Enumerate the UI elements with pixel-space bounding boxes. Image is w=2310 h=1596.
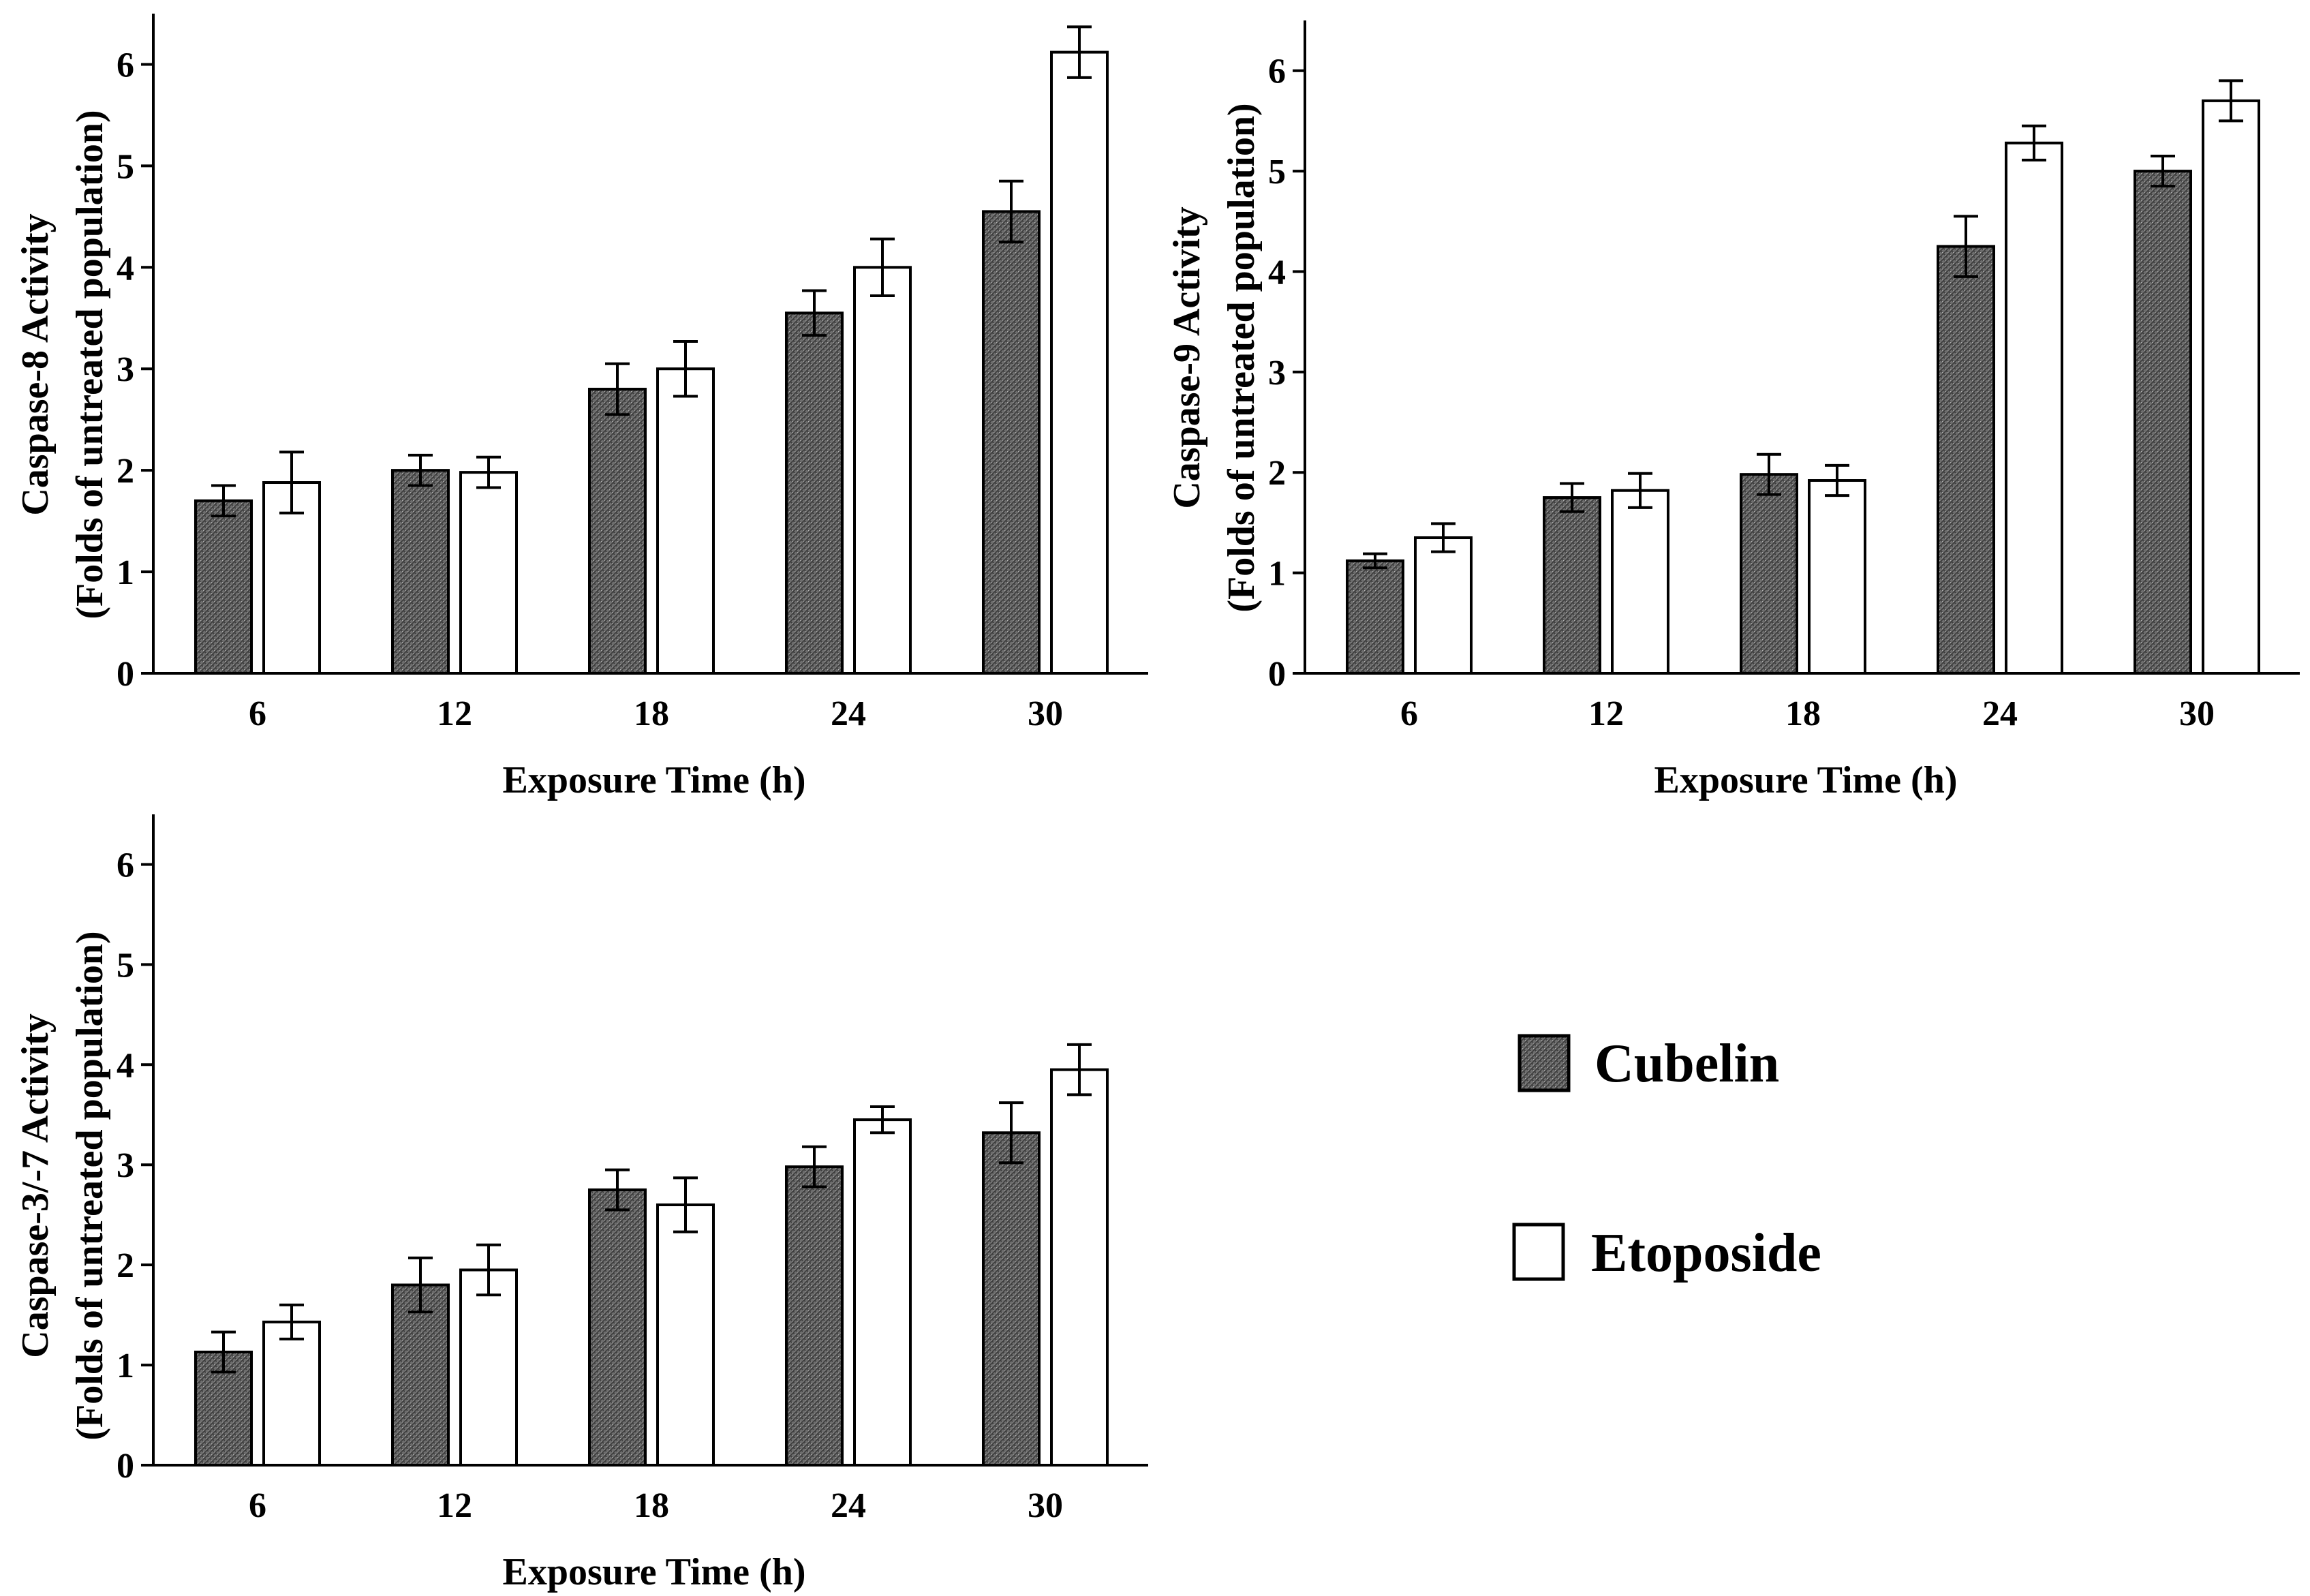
y-tick-label: 2: [117, 452, 134, 491]
x-tick-label: 18: [1785, 694, 1821, 733]
legend-swatch-cubelin: [1518, 1034, 1571, 1092]
bar-cubelin-24h: [785, 311, 844, 675]
bar-cubelin-18h: [1740, 473, 1798, 675]
caspase-3-7-chart: Caspase-3/-7 Activity (Folds of untreate…: [14, 814, 1148, 1593]
x-tick-label: 12: [437, 1486, 472, 1525]
bar-cubelin-30h: [982, 210, 1041, 675]
y-tick-label: 5: [117, 147, 134, 186]
y-tick-label: 0: [117, 655, 134, 694]
bar-etoposide-18h: [1808, 479, 1866, 675]
x-tick-label: 6: [1400, 694, 1418, 733]
legend-label-etoposide: Etoposide: [1591, 1223, 1821, 1283]
x-tick-label: 18: [634, 1486, 669, 1525]
bar-etoposide-12h: [1611, 489, 1669, 675]
y-tick-label: 0: [117, 1447, 134, 1486]
y-axis-title: Caspase-3/-7 Activity: [14, 1013, 57, 1358]
y-tick-label: 1: [1268, 555, 1286, 594]
bar-etoposide-12h: [459, 471, 518, 675]
bar-etoposide-30h: [1050, 1068, 1109, 1467]
y-tick-label: 2: [1268, 454, 1286, 493]
y-tick-label: 6: [1268, 52, 1286, 91]
bar-etoposide-12h: [459, 1268, 518, 1467]
y-tick-label: 2: [117, 1246, 134, 1285]
y-tick-label: 3: [117, 1146, 134, 1185]
x-tick-label: 6: [249, 694, 266, 733]
bar-etoposide-30h: [1050, 50, 1109, 675]
y-tick-label: 4: [117, 249, 134, 288]
x-tick-label: 12: [1588, 694, 1624, 733]
y-tick-label: 6: [117, 846, 134, 885]
y-tick-label: 3: [1268, 354, 1286, 393]
x-axis-title: Exposure Time (h): [1654, 759, 1958, 801]
x-axis-title: Exposure Time (h): [503, 759, 806, 801]
legend-label-cubelin: Cubelin: [1595, 1034, 1779, 1094]
y-axis-title: (Folds of untreated population): [1220, 103, 1263, 612]
bar-cubelin-6h: [194, 499, 253, 675]
bar-etoposide-24h: [853, 266, 912, 675]
x-tick-label: 30: [1028, 1486, 1063, 1525]
legend: Cubelin Etoposide: [1512, 1034, 1821, 1283]
y-tick-label: 1: [117, 1347, 134, 1385]
y-tick-label: 4: [1268, 253, 1286, 292]
x-tick-label: 24: [831, 1486, 866, 1525]
bar-etoposide-24h: [2005, 141, 2063, 675]
y-tick-label: 0: [1268, 655, 1286, 694]
caspase-9-chart: Caspase-9 Activity (Folds of untreated p…: [1166, 20, 2300, 801]
bar-cubelin-18h: [588, 388, 647, 675]
y-tick-label: 3: [117, 350, 134, 389]
bar-etoposide-6h: [262, 1320, 321, 1467]
x-tick-label: 30: [1028, 694, 1063, 733]
y-axis-title: (Folds of untreated population): [69, 110, 111, 619]
bar-etoposide-30h: [2202, 99, 2260, 675]
y-tick-label: 5: [117, 946, 134, 985]
x-tick-label: 18: [634, 694, 669, 733]
bar-cubelin-30h: [2134, 170, 2192, 675]
x-tick-label: 6: [249, 1486, 266, 1525]
bar-cubelin-6h: [1346, 559, 1404, 675]
y-tick-label: 4: [117, 1046, 134, 1085]
bar-cubelin-24h: [1937, 245, 1995, 675]
bar-cubelin-30h: [982, 1131, 1041, 1467]
caspase-8-chart: Caspase-8 Activity (Folds of untreated p…: [14, 14, 1148, 801]
legend-swatch-etoposide: [1512, 1223, 1565, 1281]
y-axis-title: Caspase-9 Activity: [1166, 206, 1208, 508]
x-tick-label: 24: [831, 694, 866, 733]
y-tick-label: 1: [117, 553, 134, 592]
x-tick-label: 30: [2179, 694, 2215, 733]
x-axis-title: Exposure Time (h): [503, 1551, 806, 1593]
bar-etoposide-6h: [1414, 536, 1473, 675]
y-tick-label: 5: [1268, 153, 1286, 191]
bar-etoposide-18h: [656, 1203, 715, 1467]
y-tick-label: 6: [117, 46, 134, 85]
bar-cubelin-18h: [588, 1188, 647, 1467]
bar-cubelin-12h: [1543, 496, 1601, 675]
y-axis-title: (Folds of untreated population): [69, 931, 111, 1440]
bar-cubelin-12h: [391, 469, 450, 675]
bar-cubelin-24h: [785, 1165, 844, 1467]
bar-etoposide-24h: [853, 1118, 912, 1467]
x-tick-label: 24: [1982, 694, 2018, 733]
x-tick-label: 12: [437, 694, 472, 733]
y-axis-title: Caspase-8 Activity: [14, 213, 57, 515]
bar-etoposide-18h: [656, 367, 715, 675]
